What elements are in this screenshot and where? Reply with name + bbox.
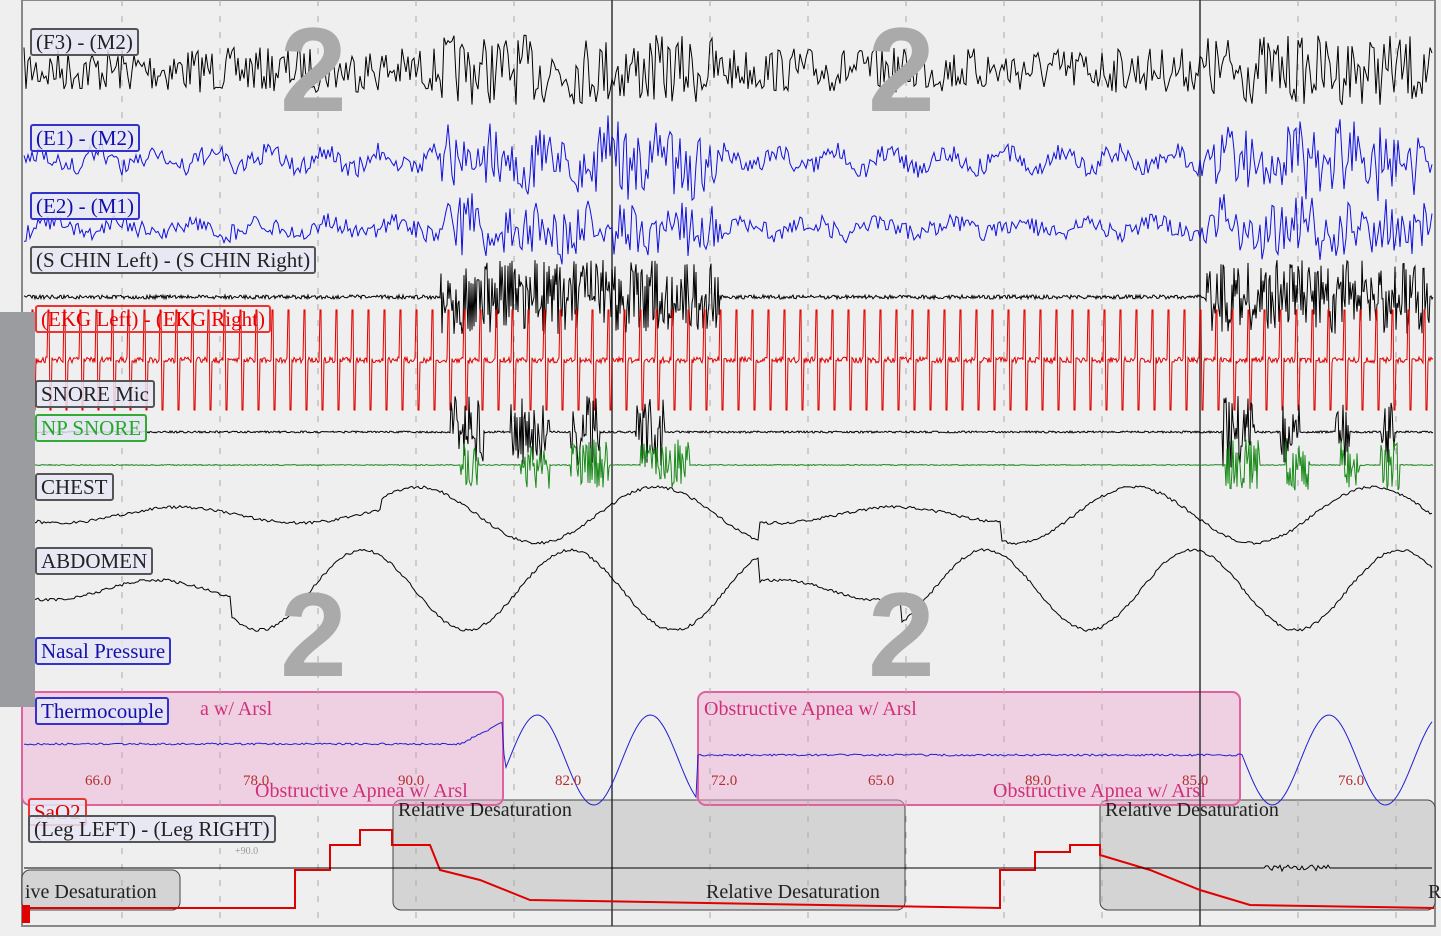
channel-label: (S CHIN Left) - (S CHIN Right)	[30, 246, 316, 274]
stage-label: 2	[868, 575, 935, 695]
channel-label: Thermocouple	[35, 697, 169, 725]
event-label: a w/ Arsl	[200, 698, 272, 721]
sao2-value: 78.0	[243, 773, 269, 790]
psg-viewer: 2 2 2 2 (F3) - (M2) (E1) - (M2) (E2) - (M1) (S …	[0, 0, 1441, 936]
channel-label: (EKG Left) - (EKG Right)	[35, 305, 271, 333]
channel-label: SNORE Mic	[35, 380, 155, 408]
channel-label: CHEST	[35, 473, 114, 501]
sao2-value: 76.0	[1338, 773, 1364, 790]
sao2-value: 90.0	[398, 773, 424, 790]
marker	[22, 905, 30, 923]
scale-label: +90.0	[235, 846, 258, 857]
channel-label: (E1) - (M2)	[30, 124, 140, 152]
channel-label: ABDOMEN	[35, 547, 153, 575]
event-label: Obstructive Apnea w/ Arsl	[704, 698, 917, 721]
sao2-value: 85.0	[1182, 773, 1208, 790]
sao2-value: 82.0	[555, 773, 581, 790]
stage-label: 2	[280, 10, 347, 130]
channel-label: (E2) - (M1)	[30, 192, 140, 220]
sao2-value: 65.0	[868, 773, 894, 790]
photo-overlay	[0, 312, 35, 707]
stage-label: 2	[868, 10, 935, 130]
desaturation-label: ive Desaturation	[25, 881, 157, 904]
stage-label: 2	[280, 575, 347, 695]
sao2-value: 89.0	[1025, 773, 1051, 790]
sao2-value: 72.0	[711, 773, 737, 790]
channel-label: NP SNORE	[35, 414, 147, 442]
channel-label: (F3) - (M2)	[30, 28, 139, 56]
channel-label: (Leg LEFT) - (Leg RIGHT)	[28, 815, 276, 843]
desaturation-label: Relative Desaturation	[1105, 799, 1279, 822]
channel-label: Nasal Pressure	[35, 637, 171, 665]
desaturation-label: Relative Desaturation	[398, 799, 572, 822]
desaturation-label: Relative Desaturation	[706, 881, 880, 904]
desaturation-label: R	[1428, 881, 1441, 904]
sao2-value: 66.0	[85, 773, 111, 790]
signal-canvas	[0, 0, 1441, 936]
